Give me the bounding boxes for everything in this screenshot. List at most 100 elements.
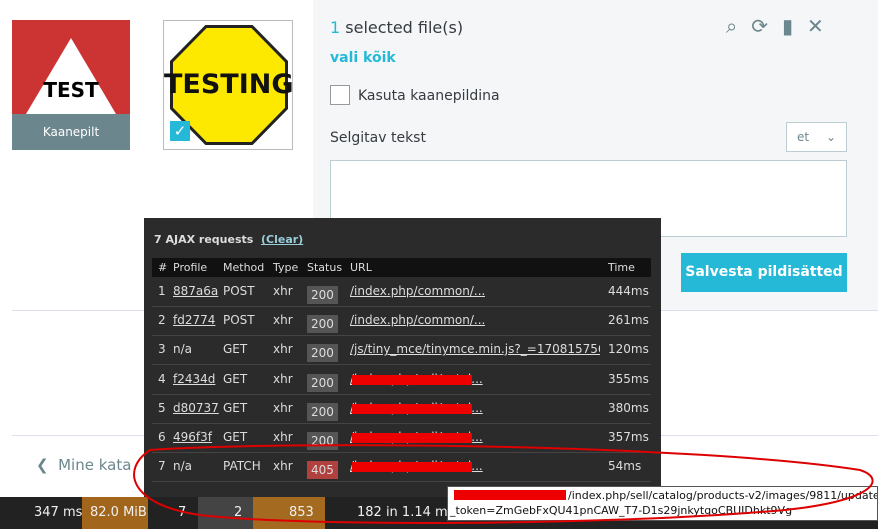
row-number: 4 <box>158 371 166 386</box>
profile[interactable]: fd2774 <box>173 313 216 328</box>
type: xhr <box>273 313 293 328</box>
column-header: # <box>158 261 168 274</box>
toolbar-memory[interactable]: 82.0 MiB <box>82 497 148 529</box>
column-header: Time <box>608 261 635 274</box>
ajax-panel: 7 AJAX requests (Clear) # Profile Method Ty… <box>144 218 661 500</box>
method: GET <box>223 342 248 357</box>
toolbar-forms[interactable]: 2 <box>198 497 253 529</box>
status: 200 <box>307 344 338 363</box>
time: 261ms <box>608 313 649 328</box>
toolbar-time[interactable]: 347 ms <box>0 497 82 529</box>
thumbnail[interactable]: TESTING ✓ <box>163 20 294 150</box>
profile: n/a <box>173 342 193 357</box>
type: xhr <box>273 342 293 357</box>
back-link[interactable]: ❮ Mine kata <box>36 456 132 474</box>
row-divider <box>152 481 651 483</box>
method: GET <box>223 400 248 415</box>
checkbox[interactable] <box>330 85 350 105</box>
ajax-title: 7 AJAX requests (Clear) <box>154 233 303 246</box>
profile[interactable]: f2434d <box>173 371 216 386</box>
profile[interactable]: 887a6a <box>173 284 219 298</box>
language-select[interactable]: et ⌄ <box>786 122 847 152</box>
url-tooltip: /index.php/sell/catalog/products-v2/imag… <box>447 486 878 521</box>
row-number: 1 <box>158 284 166 298</box>
language: et <box>797 130 810 144</box>
row-number: 7 <box>158 459 166 474</box>
redaction <box>352 433 472 443</box>
row-divider <box>152 335 651 337</box>
column-header: Type <box>273 261 299 274</box>
image-text: TESTING <box>164 69 294 100</box>
time: 444ms <box>608 284 649 298</box>
profile[interactable]: d80737 <box>173 400 219 415</box>
time: 380ms <box>608 400 649 415</box>
caption-label: Selgitav tekst <box>330 130 426 146</box>
method: POST <box>223 284 255 298</box>
profile: n/a <box>173 459 193 474</box>
toolbar-warnings[interactable]: 853 <box>253 497 325 529</box>
tooltip-token: _token=ZmGebFxQU41pnCAW_T7-D1s29jnkytqoC… <box>450 504 793 517</box>
type: xhr <box>273 459 293 474</box>
tooltip-url: /index.php/sell/catalog/products-v2/imag… <box>568 489 878 502</box>
select-all[interactable]: vali kõik <box>330 50 396 66</box>
url[interactable]: /index.php/common/... <box>350 284 486 298</box>
type: xhr <box>273 371 293 386</box>
status: 200 <box>307 402 338 421</box>
redaction <box>352 374 472 385</box>
row-divider <box>152 364 651 366</box>
column-header: Status <box>307 261 343 274</box>
clear[interactable]: (Clear) <box>261 233 304 246</box>
time: 357ms <box>608 430 649 444</box>
method: PATCH <box>223 459 261 474</box>
title: 7 AJAX requests <box>154 233 254 246</box>
red-ellipse <box>133 444 874 524</box>
row-number: 6 <box>158 430 166 444</box>
row-number: 5 <box>158 400 166 415</box>
ajax-table: # Profile Method Type Status URL Time 1 887a6a PO… <box>144 218 661 500</box>
type: xhr <box>273 400 293 415</box>
tooltip-line: /index.php/sell/catalog/products-v2/imag… <box>450 488 878 503</box>
row-number: 3 <box>158 342 166 357</box>
redaction <box>352 403 472 414</box>
url[interactable]: /index.php/common/... <box>350 313 486 328</box>
thumbnail[interactable]: TEST Kaanepilt <box>12 20 130 150</box>
panel-actions[interactable]: ⌕⟳▮✕ <box>726 14 838 38</box>
cover-label: Kaanepilt <box>12 114 130 150</box>
row-divider <box>152 452 651 453</box>
status: 405 <box>307 461 338 480</box>
time: 54ms <box>608 459 642 474</box>
row-divider <box>152 306 651 307</box>
checkbox-checked[interactable]: ✓ <box>170 121 190 141</box>
type: xhr <box>273 284 293 298</box>
time: 355ms <box>608 371 649 386</box>
row-divider <box>152 422 651 424</box>
method: GET <box>223 430 248 444</box>
image-text: TEST <box>43 78 99 102</box>
row-divider <box>152 393 651 395</box>
octagon-fill <box>173 28 285 142</box>
redaction <box>352 462 472 473</box>
column-header: URL <box>350 261 372 274</box>
save-button[interactable]: Salvesta pildisätted <box>681 253 847 292</box>
profile[interactable]: 496f3f <box>173 430 212 444</box>
column-header: Profile <box>173 261 208 274</box>
count: 1 <box>330 18 341 37</box>
row-number: 2 <box>158 313 166 328</box>
checkbox-label: Kasuta kaanepildina <box>358 88 500 104</box>
url[interactable]: /js/tiny_mce/tinymce.min.js?_=1708157564… <box>350 342 600 357</box>
selected-info: 1 selected file(s) <box>330 18 463 37</box>
status: 200 <box>307 286 338 304</box>
status: 200 <box>307 315 338 334</box>
table-header <box>152 258 651 277</box>
back-text: Mine kata <box>58 456 132 474</box>
column-header: Method <box>223 261 265 274</box>
type: xhr <box>273 430 293 444</box>
time: 120ms <box>608 342 649 357</box>
method: POST <box>223 313 255 328</box>
toolbar-queries[interactable]: 182 in 1.14 ms <box>357 505 455 520</box>
selected-text: selected file(s) <box>345 18 464 37</box>
method: GET <box>223 371 248 386</box>
status: 200 <box>307 373 338 392</box>
